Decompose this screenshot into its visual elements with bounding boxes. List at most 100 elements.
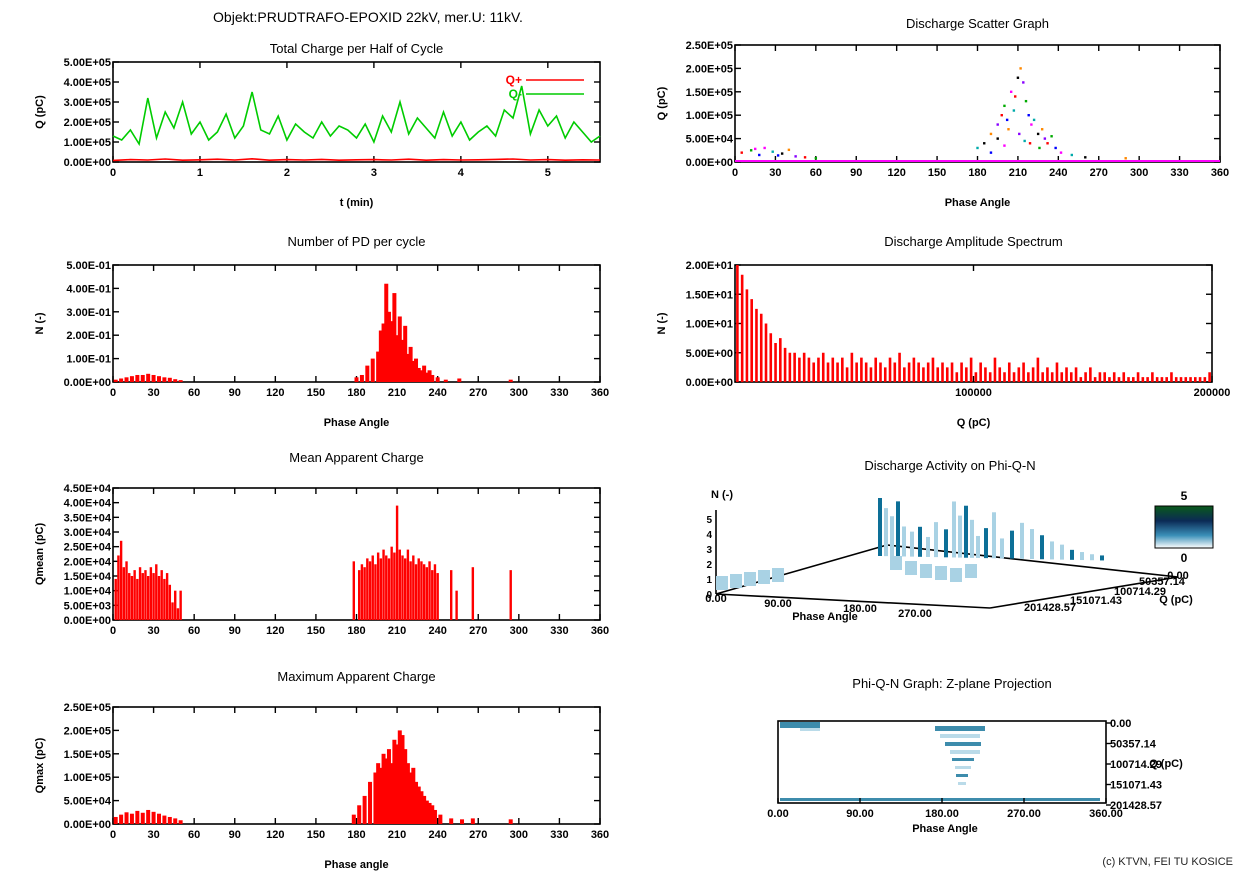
total-charge-xtick-label: 2 xyxy=(284,167,290,179)
spectrum-bar xyxy=(769,333,773,382)
scatter-ytick-label: 1.00E+05 xyxy=(686,110,733,122)
3d-spike xyxy=(1030,529,1034,560)
pd-per-cycle-bar xyxy=(424,372,429,382)
phase-tick-label: 0.00 xyxy=(705,593,726,605)
legend-entry-Q-: Q- xyxy=(509,87,522,101)
scatter-point xyxy=(787,148,791,152)
max-charge-plot-frame xyxy=(112,706,601,825)
spectrum-bar xyxy=(1098,372,1102,382)
spectrum-bar xyxy=(922,367,925,382)
mean-charge-bar xyxy=(138,567,142,620)
3d-spike xyxy=(1050,541,1054,560)
max-charge-bar xyxy=(508,819,513,824)
amplitude-spectrum-title: Discharge Amplitude Spectrum xyxy=(884,234,1062,249)
max-charge-bar xyxy=(178,820,183,824)
mean-charge-bar xyxy=(409,561,412,620)
q-tick-label: 201428.57 xyxy=(1024,602,1076,614)
mean-charge-bar xyxy=(363,567,366,620)
max-charge-bar xyxy=(400,735,405,824)
pd-per-cycle-bar xyxy=(457,378,462,382)
spectrum-bar xyxy=(836,362,839,382)
pd-per-cycle-ytick-label: 4.00E-01 xyxy=(66,283,111,295)
spectrum-bar xyxy=(1179,377,1183,382)
scatter-xtick-label: 360 xyxy=(1211,167,1229,179)
3d-base-block xyxy=(905,561,917,575)
pd-per-cycle-bar xyxy=(443,379,448,382)
3d-spike xyxy=(884,508,888,557)
spectrum-bar xyxy=(864,362,868,382)
max-charge-bar xyxy=(351,814,356,824)
3d-spike xyxy=(964,505,968,558)
spectrum-bar xyxy=(1069,372,1073,382)
mean-charge-bar xyxy=(146,576,150,620)
spectrum-bar xyxy=(974,372,978,382)
z-tick-label: 2 xyxy=(706,560,712,571)
max-charge-ytick-label: 5.00E+04 xyxy=(64,796,112,808)
3d-spike xyxy=(1080,552,1084,561)
mean-charge-bar xyxy=(144,570,147,620)
scatter-point xyxy=(776,154,780,157)
spectrum-bar xyxy=(755,308,758,382)
spectrum-bar xyxy=(965,367,968,382)
spectrum-bar xyxy=(1093,377,1097,382)
mean-charge-xtick-label: 150 xyxy=(307,625,325,637)
mean-charge-xtick-label: 210 xyxy=(388,625,406,637)
total-charge-xtick-label: 3 xyxy=(371,167,377,179)
mean-charge-bar xyxy=(130,576,134,620)
scatter-point xyxy=(1070,153,1074,157)
mean-charge-ylabel: Qmean (pC) xyxy=(34,522,46,585)
z-projection-ytick-label: 0.00 xyxy=(1110,718,1131,730)
z-projection-density xyxy=(780,722,820,728)
mean-charge-xtick-label: 330 xyxy=(550,625,568,637)
spectrum-bar xyxy=(950,362,954,382)
max-charge-bar xyxy=(156,813,161,824)
spectrum-bar xyxy=(931,357,935,382)
scatter-point xyxy=(1023,139,1026,143)
max-charge-title: Maximum Apparent Charge xyxy=(277,669,435,684)
max-charge-bar xyxy=(113,816,118,824)
total-charge-chart: Total Charge per Half of Cycle 0.00E+00 1.… xyxy=(34,41,601,209)
scatter-point xyxy=(794,155,797,158)
spectrum-bar xyxy=(788,352,792,382)
spectrum-bar xyxy=(1012,372,1016,382)
max-charge-bar xyxy=(438,814,443,824)
max-charge-bar xyxy=(414,781,419,824)
scatter-point xyxy=(1019,67,1022,70)
scatter-point xyxy=(1024,99,1028,103)
pd-per-cycle-bar xyxy=(354,377,359,382)
phase-axis-label: Phase Angle xyxy=(792,611,858,623)
z-tick-label: 3 xyxy=(706,545,712,556)
scatter-point xyxy=(1007,128,1010,131)
spectrum-bar xyxy=(1122,372,1126,382)
spectrum-bar xyxy=(1007,362,1011,382)
mean-charge-bar xyxy=(412,555,415,620)
z-projection-density xyxy=(780,798,1100,801)
max-charge-bar xyxy=(167,816,172,824)
scatter-point xyxy=(1038,146,1041,150)
scatter-ylabel: Q (pC) xyxy=(656,86,668,120)
pd-per-cycle-bar xyxy=(435,377,440,382)
spectrum-bar xyxy=(740,274,744,382)
pd-per-cycle-bar xyxy=(378,330,383,382)
scatter-point xyxy=(1018,132,1021,136)
spectrum-bar xyxy=(998,367,1002,382)
base-edge xyxy=(989,576,1179,609)
spectrum-bar xyxy=(1112,372,1116,382)
3d-spike xyxy=(1070,549,1074,560)
mean-charge-bar xyxy=(455,590,458,620)
spectrum-bar xyxy=(1131,377,1135,382)
scatter-point xyxy=(771,150,774,153)
series-line-Q- xyxy=(112,85,601,147)
z-projection-frame xyxy=(777,720,1107,804)
scatter-point xyxy=(814,157,818,160)
3d-spike xyxy=(952,501,956,558)
max-charge-bar xyxy=(151,811,156,824)
3d-spike xyxy=(902,526,906,557)
spectrum-bar xyxy=(841,357,844,382)
pd-per-cycle-ytick-label: 3.00E-01 xyxy=(66,307,111,319)
3d-spike xyxy=(1040,535,1044,560)
scatter-point xyxy=(1003,104,1006,108)
z-projection-xtick-label: 270.00 xyxy=(1007,808,1041,820)
mean-charge-chart: Mean Apparent Charge 0.00E+00 5.00E+03 1.00… xyxy=(34,450,609,637)
spectrum-bar xyxy=(1174,377,1178,382)
